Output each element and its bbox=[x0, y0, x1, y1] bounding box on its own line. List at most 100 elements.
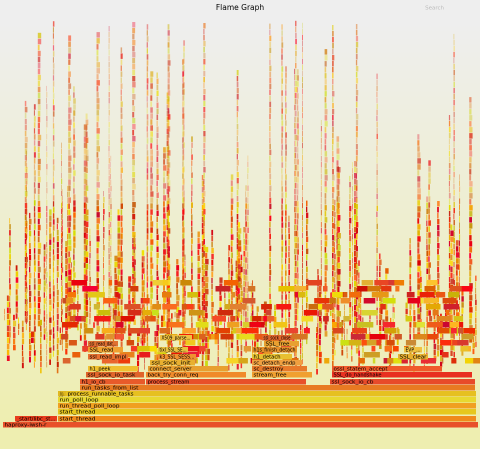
frame[interactable] bbox=[88, 347, 123, 353]
frame bbox=[146, 54, 149, 60]
frame[interactable] bbox=[252, 366, 307, 372]
frame bbox=[320, 216, 322, 222]
frame bbox=[285, 264, 287, 270]
frame[interactable] bbox=[88, 354, 128, 360]
frame[interactable] bbox=[15, 416, 57, 422]
frame bbox=[156, 270, 159, 276]
frame bbox=[68, 233, 71, 239]
frame[interactable] bbox=[150, 360, 195, 366]
frame bbox=[380, 314, 383, 321]
frame bbox=[316, 369, 318, 375]
frame bbox=[469, 211, 473, 217]
frame bbox=[295, 68, 297, 75]
frame bbox=[33, 128, 36, 134]
frame[interactable] bbox=[252, 372, 312, 378]
frame bbox=[319, 351, 322, 358]
frame[interactable] bbox=[80, 385, 475, 391]
frame[interactable] bbox=[146, 379, 306, 385]
frame bbox=[426, 202, 428, 208]
frame[interactable] bbox=[148, 366, 228, 372]
frame[interactable] bbox=[252, 360, 302, 366]
frame bbox=[49, 275, 51, 281]
frame[interactable] bbox=[58, 416, 476, 422]
frame bbox=[146, 306, 148, 312]
frame[interactable] bbox=[88, 341, 118, 347]
frame bbox=[110, 317, 112, 324]
frame bbox=[25, 240, 27, 247]
frame[interactable] bbox=[252, 347, 297, 353]
frame-label: h1_peek bbox=[90, 367, 111, 373]
frame[interactable] bbox=[158, 347, 188, 353]
frame bbox=[332, 253, 334, 259]
frame bbox=[453, 345, 455, 352]
frame[interactable] bbox=[332, 366, 442, 372]
frame bbox=[453, 141, 455, 148]
frame[interactable] bbox=[86, 372, 144, 378]
frame bbox=[295, 314, 297, 321]
frame bbox=[150, 269, 153, 275]
frame bbox=[297, 117, 299, 123]
frame bbox=[354, 311, 357, 317]
frame bbox=[132, 52, 136, 58]
frame bbox=[15, 313, 18, 319]
frame[interactable] bbox=[58, 403, 476, 409]
frame bbox=[203, 245, 206, 251]
frame bbox=[96, 92, 99, 98]
frame bbox=[115, 316, 121, 322]
frame[interactable] bbox=[3, 422, 478, 428]
frame bbox=[294, 248, 295, 255]
frame[interactable] bbox=[66, 391, 476, 397]
frame bbox=[297, 159, 299, 165]
frame bbox=[239, 334, 255, 340]
frame[interactable] bbox=[160, 335, 192, 341]
frame bbox=[294, 170, 295, 177]
frame bbox=[245, 263, 247, 269]
frame bbox=[288, 227, 290, 234]
frame bbox=[158, 300, 159, 307]
frame[interactable] bbox=[80, 379, 145, 385]
frame bbox=[167, 240, 170, 246]
frame bbox=[203, 119, 205, 125]
frame bbox=[417, 140, 420, 146]
frame bbox=[302, 298, 303, 305]
frame[interactable] bbox=[252, 354, 292, 360]
frame bbox=[167, 180, 171, 186]
frame bbox=[24, 274, 27, 281]
frame[interactable] bbox=[146, 372, 246, 378]
frame[interactable] bbox=[330, 379, 475, 385]
frame bbox=[141, 316, 145, 322]
frame bbox=[449, 322, 460, 328]
frame bbox=[409, 286, 412, 292]
frame[interactable] bbox=[332, 372, 472, 378]
frame bbox=[420, 294, 422, 301]
frame bbox=[203, 215, 205, 221]
frame bbox=[288, 233, 290, 240]
frame bbox=[25, 156, 27, 163]
frame bbox=[132, 22, 136, 28]
frame bbox=[67, 197, 68, 204]
frame bbox=[417, 146, 420, 152]
frame bbox=[453, 255, 455, 262]
frame bbox=[306, 206, 308, 213]
frame[interactable] bbox=[404, 347, 422, 353]
frame bbox=[455, 246, 459, 252]
frame bbox=[302, 118, 303, 125]
frame bbox=[150, 233, 153, 239]
frame bbox=[96, 74, 99, 80]
frame[interactable] bbox=[58, 409, 476, 415]
frame bbox=[354, 173, 357, 179]
frame[interactable] bbox=[88, 366, 138, 372]
frame[interactable] bbox=[398, 354, 428, 360]
frame bbox=[332, 325, 335, 331]
frame[interactable] bbox=[264, 341, 299, 347]
frame[interactable] bbox=[58, 391, 66, 397]
frame bbox=[146, 234, 149, 240]
frame[interactable] bbox=[158, 354, 196, 360]
search-button[interactable]: Search bbox=[425, 6, 444, 12]
frame[interactable] bbox=[58, 397, 476, 403]
frame bbox=[392, 306, 394, 313]
frame bbox=[355, 246, 358, 252]
frame[interactable] bbox=[262, 335, 292, 341]
frame bbox=[295, 32, 297, 39]
frame bbox=[269, 125, 271, 132]
